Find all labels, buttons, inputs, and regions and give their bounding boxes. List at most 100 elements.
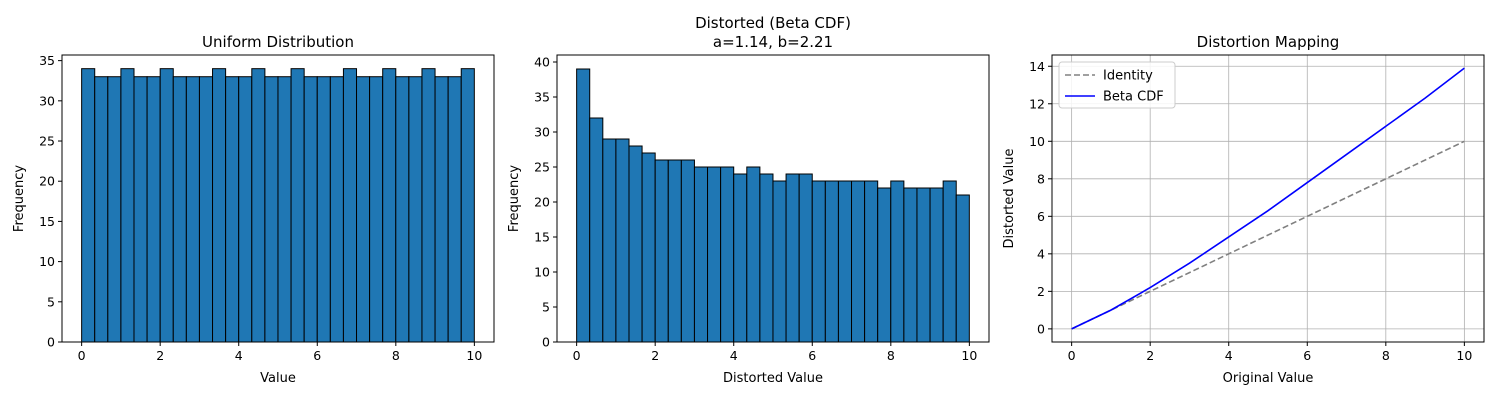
histogram-bar (172, 76, 187, 343)
histogram-bar (576, 68, 591, 343)
y-tick-label: 14 (1029, 59, 1045, 74)
y-tick-label: 35 (534, 90, 550, 105)
x-axis-label: Original Value (1223, 371, 1314, 386)
histogram-bar (185, 76, 200, 343)
histogram-bar (693, 166, 709, 343)
chart-title: Uniform Distribution (202, 33, 354, 51)
histogram-bar (264, 76, 279, 343)
histogram-bar (811, 180, 826, 343)
x-axis-label: Value (260, 371, 296, 386)
histogram-bar (929, 187, 944, 343)
histogram-bar (864, 180, 879, 343)
y-tick-label: 15 (39, 214, 55, 229)
histogram-bar (667, 159, 682, 343)
histogram-bar (759, 173, 774, 343)
axes-frame (556, 54, 990, 343)
x-tick-label: 4 (730, 348, 738, 363)
y-tick-label: 6 (1037, 209, 1045, 224)
histogram-bar (798, 173, 813, 343)
histogram-bar (746, 166, 761, 343)
histogram-bar (133, 76, 148, 343)
histogram-bar (225, 76, 240, 343)
y-tick-label: 20 (39, 174, 55, 189)
x-tick-label: 4 (1225, 348, 1233, 363)
histogram-bar (356, 76, 371, 343)
x-tick-label: 4 (235, 348, 243, 363)
histogram-bar (851, 180, 866, 343)
axes-frame (61, 54, 495, 343)
y-axis-label: Frequency (507, 165, 522, 232)
histogram-bar (421, 68, 436, 343)
chart-2: 0 2 4 6 8 10 0 5 10 15 20 25 30 35 40 Distorted Value Fr… (507, 14, 990, 386)
x-tick-label: 2 (651, 348, 659, 363)
histogram-bar (303, 76, 318, 343)
x-tick-label: 10 (466, 348, 482, 363)
histogram-bar (146, 76, 161, 343)
histogram-bar (890, 180, 905, 343)
histogram-bar (707, 166, 722, 343)
histogram-bar (785, 173, 800, 343)
histogram-bar (94, 76, 109, 343)
y-tick-label: 30 (39, 93, 55, 108)
x-tick-label: 0 (573, 348, 581, 363)
series-line-1 (1071, 140, 1465, 330)
histogram-bars (576, 68, 970, 343)
chart-title: a=1.14, b=2.21 (713, 33, 833, 51)
x-tick-label: 0 (78, 348, 86, 363)
histogram-bar (277, 76, 292, 343)
histogram-bar (654, 159, 669, 343)
legend-label: Beta CDF (1103, 90, 1164, 105)
chart-3: 0 2 4 6 8 10 0 2 4 6 8 10 12 14 Original Value Distorte… (1002, 33, 1485, 386)
x-tick-label: 0 (1068, 348, 1076, 363)
y-axis-label: Distorted Value (1002, 149, 1017, 249)
y-tick-label: 5 (47, 294, 55, 309)
histogram-bar (680, 159, 695, 343)
histogram-bar (107, 76, 122, 343)
y-axis-label: Frequency (12, 165, 27, 232)
x-axis-label: Distorted Value (723, 371, 823, 386)
y-tick-label: 8 (1037, 171, 1045, 186)
y-tick-label: 0 (1037, 321, 1045, 336)
legend-label: Identity (1103, 69, 1153, 84)
histogram-bar (641, 152, 656, 343)
histogram-bar (369, 76, 384, 343)
x-tick-label: 6 (313, 348, 321, 363)
histogram-bar (382, 68, 397, 343)
x-tick-label: 8 (1382, 348, 1390, 363)
histogram-bar (120, 68, 135, 343)
y-tick-label: 30 (534, 125, 550, 140)
histogram-bar (837, 180, 853, 343)
histogram-bar (342, 68, 358, 343)
y-tick-label: 35 (39, 53, 55, 68)
y-tick-label: 4 (1037, 246, 1045, 261)
histogram-bar (159, 68, 174, 343)
x-tick-label: 10 (961, 348, 977, 363)
chart-title: Distorted (Beta CDF) (695, 14, 851, 32)
y-tick-label: 10 (534, 265, 550, 280)
histogram-bars (81, 68, 475, 343)
histogram-bar (395, 76, 410, 343)
histogram-bar (824, 180, 839, 343)
y-tick-label: 10 (1029, 134, 1045, 149)
y-tick-label: 10 (39, 254, 55, 269)
histogram-bar (589, 117, 604, 343)
histogram-bar (615, 138, 630, 343)
y-tick-label: 12 (1029, 96, 1045, 111)
histogram-bar (290, 68, 305, 343)
x-tick-label: 8 (392, 348, 400, 363)
y-tick-label: 25 (534, 160, 550, 175)
histogram-bar (916, 187, 931, 343)
histogram-bar (238, 76, 253, 343)
histogram-bar (772, 180, 787, 343)
y-tick-label: 25 (39, 134, 55, 149)
y-tick-label: 20 (534, 195, 550, 210)
histogram-bar (198, 76, 214, 343)
histogram-bar (408, 76, 423, 343)
x-tick-label: 2 (1146, 348, 1154, 363)
y-tick-label: 5 (542, 300, 550, 315)
y-tick-label: 0 (542, 335, 550, 350)
histogram-bar (955, 194, 970, 343)
y-tick-label: 0 (47, 335, 55, 350)
y-tick-label: 40 (534, 55, 550, 70)
